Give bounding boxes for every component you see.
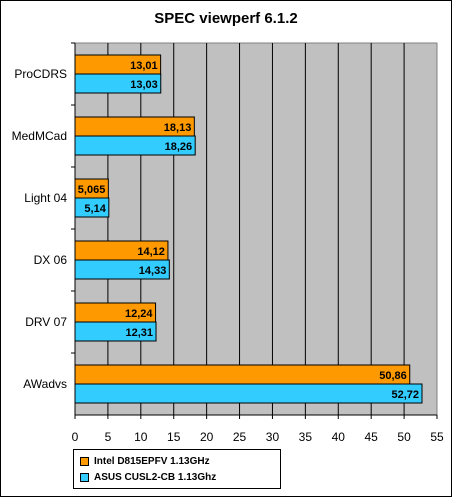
data-label: 50,86 [379, 370, 407, 382]
data-label: 5,065 [78, 184, 106, 196]
legend-swatch-asus [80, 472, 89, 482]
data-label: 12,24 [125, 308, 153, 320]
category-label: DX 06 [34, 253, 68, 267]
x-tick-label: 30 [266, 430, 280, 444]
x-tick-label: 15 [167, 430, 181, 444]
category-label: MedMCad [12, 129, 67, 143]
data-label: 14,33 [139, 265, 167, 277]
category-label: ProCDRS [14, 67, 67, 81]
legend-label-asus: ASUS CUSL2-CB 1.13Ghz [94, 471, 217, 483]
x-tick-label: 40 [332, 430, 346, 444]
legend-label-intel: Intel D815EPFV 1.13GHz [94, 455, 210, 467]
category-label: DRV 07 [25, 315, 67, 329]
chart-legend: Intel D815EPFV 1.13GHz ASUS CUSL2-CB 1.1… [73, 449, 281, 489]
data-label: 13,01 [130, 60, 158, 72]
category-label: AWadvs [23, 377, 67, 391]
x-tick-label: 25 [233, 430, 247, 444]
x-tick-label: 5 [105, 430, 112, 444]
bar-asus [74, 321, 157, 342]
bar-asus [74, 73, 162, 94]
bar-asus [74, 197, 110, 218]
x-tick-label: 55 [430, 430, 444, 444]
plot-area [74, 42, 438, 416]
x-tick-label: 45 [365, 430, 379, 444]
category-label: Light 04 [24, 191, 67, 205]
x-tick-label: 35 [299, 430, 313, 444]
data-label: 18,13 [164, 122, 192, 134]
bar-asus [74, 135, 196, 156]
data-label: 14,12 [137, 246, 165, 258]
bar-asus [74, 383, 423, 404]
x-tick-label: 0 [72, 430, 79, 444]
chart-title: SPEC viewperf 6.1.2 [154, 10, 298, 27]
legend-item-intel: Intel D815EPFV 1.13GHz [80, 454, 210, 468]
data-label: 12,31 [125, 327, 153, 339]
data-label: 52,72 [391, 389, 419, 401]
bar-asus [74, 259, 170, 280]
bar-intel [74, 364, 411, 385]
x-tick-label: 20 [200, 430, 214, 444]
x-tick-label: 10 [134, 430, 148, 444]
legend-item-asus: ASUS CUSL2-CB 1.13Ghz [80, 470, 216, 484]
legend-swatch-intel [80, 456, 89, 466]
data-label: 13,03 [130, 79, 158, 91]
data-label: 18,26 [165, 141, 193, 153]
x-tick-label: 50 [397, 430, 411, 444]
data-label: 5,14 [84, 203, 106, 215]
